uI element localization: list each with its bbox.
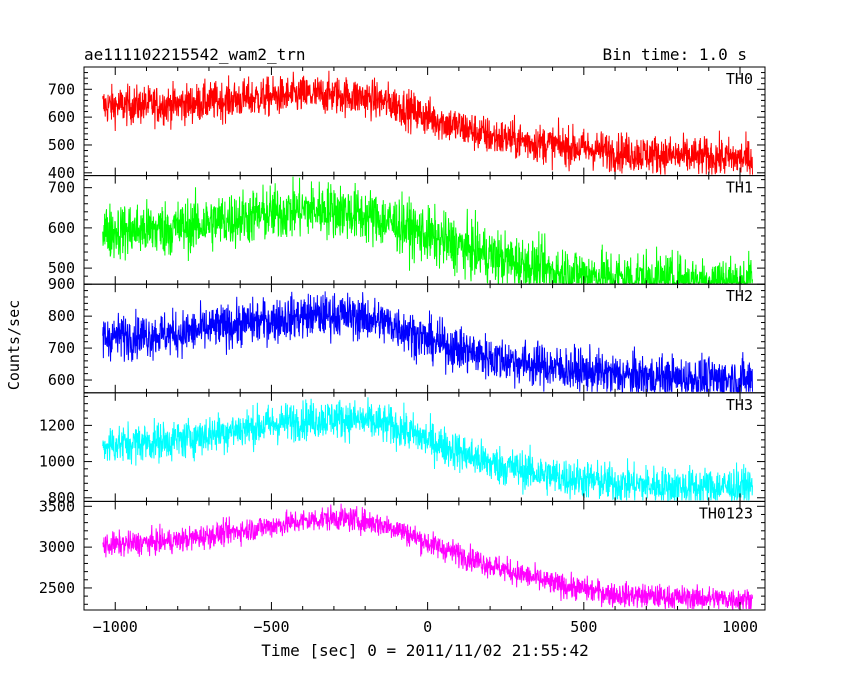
- series-label-th2: TH2: [726, 287, 753, 305]
- panels-group: TH0 400 500 600 700 TH1 500 600 700 TH2 600 700 800 9…: [39, 66, 766, 611]
- x-axis: −1000 −500 0 500 1000: [93, 618, 758, 636]
- y-tick-label: 600: [48, 219, 75, 237]
- y-tick-label: 3000: [39, 538, 75, 556]
- y-tick-label: 900: [48, 275, 75, 293]
- y-tick-label: 1000: [39, 453, 75, 471]
- panel-th3: TH3 800 1000 1200: [39, 392, 766, 507]
- panel-th1: TH1 500 600 700: [48, 175, 766, 285]
- y-tick-label: 3500: [39, 497, 75, 515]
- y-tick-label: 700: [48, 339, 75, 357]
- x-axis-label: Time [sec] 0 = 2011/11/02 21:55:42: [261, 641, 589, 660]
- y-tick-label: 1200: [39, 416, 75, 434]
- panel-th0: TH0 400 500 600 700: [48, 66, 766, 182]
- series-label-th1: TH1: [726, 179, 753, 197]
- x-tick-label: 1000: [722, 618, 758, 636]
- x-tick-label: −500: [253, 618, 289, 636]
- y-tick-label: 400: [48, 164, 75, 182]
- panel-th0123: TH0123 2500 3000 3500: [39, 497, 766, 611]
- series-line-th0: [102, 70, 753, 175]
- y-tick-label: 700: [48, 179, 75, 197]
- series-label-th3: TH3: [726, 396, 753, 414]
- y-axis-label: Counts/sec: [5, 300, 23, 390]
- y-tick-label: 600: [48, 371, 75, 389]
- y-tick-label: 600: [48, 108, 75, 126]
- x-tick-label: −1000: [93, 618, 138, 636]
- panel-th2: TH2 600 700 800 900: [48, 275, 766, 394]
- y-tick-label: 700: [48, 80, 75, 98]
- chart-title: ae111102215542_wam2_trn: [84, 45, 306, 64]
- bin-time-label: Bin time: 1.0 s: [603, 45, 748, 64]
- series-line-th3: [102, 397, 753, 501]
- y-tick-label: 500: [48, 136, 75, 154]
- series-label-th0: TH0: [726, 70, 753, 88]
- y-tick-label: 800: [48, 489, 75, 507]
- y-tick-label: 2500: [39, 579, 75, 597]
- series-line-th2: [102, 291, 753, 394]
- y-tick-label: 500: [48, 259, 75, 277]
- x-tick-label: 500: [570, 618, 597, 636]
- series-line-th1: [102, 176, 753, 285]
- series-label-th0123: TH0123: [699, 504, 753, 522]
- y-tick-label: 800: [48, 307, 75, 325]
- x-tick-label: 0: [423, 618, 432, 636]
- series-line-th0123: [102, 503, 753, 611]
